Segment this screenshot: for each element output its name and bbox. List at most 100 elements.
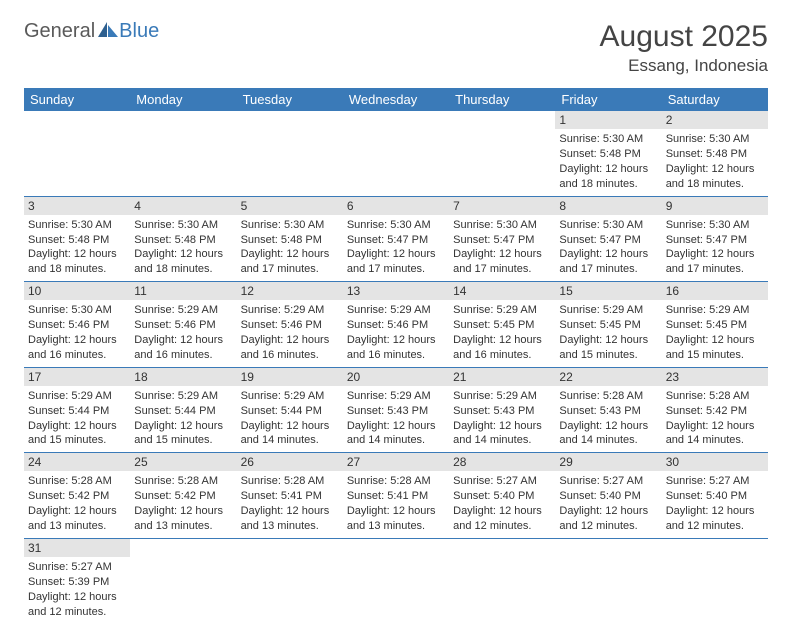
day-number: 10 [24, 282, 130, 300]
daylight-text: and 15 minutes. [666, 348, 764, 363]
daylight-text: Daylight: 12 hours [134, 504, 232, 519]
calendar-cell: 13Sunrise: 5:29 AMSunset: 5:46 PMDayligh… [343, 282, 449, 368]
sunset-text: Sunset: 5:40 PM [453, 489, 551, 504]
sunset-text: Sunset: 5:46 PM [134, 318, 232, 333]
calendar-week-row: 1 Sunrise: 5:30 AMSunset: 5:48 PMDaylight… [24, 111, 768, 196]
calendar-cell: 19 Sunrise: 5:29 AMSunset: 5:44 PMDayligh… [237, 367, 343, 453]
day-content: Sunrise: 5:30 AMSunset: 5:47 PMDaylight:… [559, 217, 657, 277]
calendar-cell [449, 111, 555, 196]
sunrise-text: Sunrise: 5:28 AM [666, 389, 764, 404]
day-number: 13 [343, 282, 449, 300]
day-number: 3 [24, 197, 130, 215]
day-number: 27 [343, 453, 449, 471]
day-content: Sunrise: 5:29 AMSunset: 5:43 PMDaylight:… [453, 388, 551, 448]
day-content: Sunrise: 5:30 AMSunset: 5:47 PMDaylight:… [453, 217, 551, 277]
calendar-body: 1Sunrise: 5:30 AMSunset: 5:48 PMDaylight… [24, 111, 768, 623]
day-content: Sunrise: 5:29 AMSunset: 5:46 PMDaylight:… [134, 302, 232, 362]
sunset-text: Sunset: 5:48 PM [559, 147, 657, 162]
sunset-text: Sunset: 5:39 PM [28, 575, 126, 590]
calendar-cell [237, 538, 343, 623]
weekday-header: Monday [130, 88, 236, 111]
sunset-text: Sunset: 5:43 PM [453, 404, 551, 419]
daylight-text: and 16 minutes. [28, 348, 126, 363]
day-content: Sunrise: 5:29 AMSunset: 5:44 PMDaylight:… [241, 388, 339, 448]
sunset-text: Sunset: 5:46 PM [347, 318, 445, 333]
daylight-text: and 17 minutes. [559, 262, 657, 277]
calendar-week-row: 3Sunrise: 5:30 AMSunset: 5:48 PMDaylight… [24, 196, 768, 282]
sunrise-text: Sunrise: 5:30 AM [241, 218, 339, 233]
day-number: 7 [449, 197, 555, 215]
day-content: Sunrise: 5:29 AMSunset: 5:45 PMDaylight:… [559, 302, 657, 362]
daylight-text: Daylight: 12 hours [28, 419, 126, 434]
sunset-text: Sunset: 5:40 PM [666, 489, 764, 504]
daylight-text: and 14 minutes. [559, 433, 657, 448]
calendar-cell: 27 Sunrise: 5:28 AMSunset: 5:41 PMDayligh… [343, 453, 449, 539]
sunrise-text: Sunrise: 5:30 AM [666, 132, 764, 147]
sunrise-text: Sunrise: 5:29 AM [347, 303, 445, 318]
day-content: Sunrise: 5:30 AMSunset: 5:48 PMDaylight:… [559, 131, 657, 191]
daylight-text: Daylight: 12 hours [28, 247, 126, 262]
day-number: 11 [130, 282, 236, 300]
calendar-cell: 11 Sunrise: 5:29 AMSunset: 5:46 PMDayligh… [130, 282, 236, 368]
logo-text-general: General [24, 20, 95, 43]
day-number: 1 [555, 111, 661, 129]
sunrise-text: Sunrise: 5:30 AM [347, 218, 445, 233]
sunrise-text: Sunrise: 5:29 AM [134, 303, 232, 318]
sunrise-text: Sunrise: 5:30 AM [134, 218, 232, 233]
day-number: 26 [237, 453, 343, 471]
sunset-text: Sunset: 5:48 PM [241, 233, 339, 248]
day-number: 19 [237, 368, 343, 386]
sunset-text: Sunset: 5:41 PM [241, 489, 339, 504]
daylight-text: Daylight: 12 hours [28, 333, 126, 348]
daylight-text: Daylight: 12 hours [241, 247, 339, 262]
calendar-week-row: 24Sunrise: 5:28 AMSunset: 5:42 PMDayligh… [24, 453, 768, 539]
calendar-cell: 26Sunrise: 5:28 AMSunset: 5:41 PMDayligh… [237, 453, 343, 539]
day-number: 21 [449, 368, 555, 386]
weekday-header: Friday [555, 88, 661, 111]
daylight-text: and 13 minutes. [241, 519, 339, 534]
logo-text-blue: Blue [119, 20, 159, 43]
sunset-text: Sunset: 5:40 PM [559, 489, 657, 504]
calendar-cell: 2Sunrise: 5:30 AMSunset: 5:48 PMDaylight… [662, 111, 768, 196]
daylight-text: and 14 minutes. [453, 433, 551, 448]
calendar-cell [130, 111, 236, 196]
day-content: Sunrise: 5:27 AMSunset: 5:40 PMDaylight:… [559, 473, 657, 533]
daylight-text: Daylight: 12 hours [241, 504, 339, 519]
sunset-text: Sunset: 5:42 PM [134, 489, 232, 504]
calendar-cell [555, 538, 661, 623]
day-content: Sunrise: 5:28 AMSunset: 5:42 PMDaylight:… [134, 473, 232, 533]
daylight-text: Daylight: 12 hours [559, 247, 657, 262]
calendar-cell: 4Sunrise: 5:30 AMSunset: 5:48 PMDaylight… [130, 196, 236, 282]
day-number: 31 [24, 539, 130, 557]
day-content: Sunrise: 5:30 AMSunset: 5:48 PMDaylight:… [134, 217, 232, 277]
sunset-text: Sunset: 5:44 PM [134, 404, 232, 419]
weekday-header: Thursday [449, 88, 555, 111]
daylight-text: and 12 minutes. [453, 519, 551, 534]
logo-sail-icon [97, 20, 119, 43]
daylight-text: and 16 minutes. [347, 348, 445, 363]
daylight-text: and 18 minutes. [134, 262, 232, 277]
daylight-text: Daylight: 12 hours [134, 419, 232, 434]
sunset-text: Sunset: 5:44 PM [241, 404, 339, 419]
daylight-text: Daylight: 12 hours [453, 247, 551, 262]
daylight-text: and 12 minutes. [666, 519, 764, 534]
calendar-cell: 31Sunrise: 5:27 AMSunset: 5:39 PMDayligh… [24, 538, 130, 623]
day-content: Sunrise: 5:28 AMSunset: 5:43 PMDaylight:… [559, 388, 657, 448]
daylight-text: Daylight: 12 hours [28, 504, 126, 519]
sunrise-text: Sunrise: 5:29 AM [453, 389, 551, 404]
day-content: Sunrise: 5:28 AMSunset: 5:41 PMDaylight:… [347, 473, 445, 533]
sunrise-text: Sunrise: 5:29 AM [241, 303, 339, 318]
daylight-text: Daylight: 12 hours [347, 247, 445, 262]
calendar-cell [343, 538, 449, 623]
sunset-text: Sunset: 5:45 PM [666, 318, 764, 333]
calendar-cell: 7 Sunrise: 5:30 AMSunset: 5:47 PMDaylight… [449, 196, 555, 282]
calendar-cell: 14Sunrise: 5:29 AMSunset: 5:45 PMDayligh… [449, 282, 555, 368]
day-number: 12 [237, 282, 343, 300]
daylight-text: and 13 minutes. [28, 519, 126, 534]
sunrise-text: Sunrise: 5:27 AM [559, 474, 657, 489]
calendar-cell: 18Sunrise: 5:29 AMSunset: 5:44 PMDayligh… [130, 367, 236, 453]
calendar-cell: 3Sunrise: 5:30 AMSunset: 5:48 PMDaylight… [24, 196, 130, 282]
day-content: Sunrise: 5:28 AMSunset: 5:42 PMDaylight:… [28, 473, 126, 533]
day-number: 20 [343, 368, 449, 386]
day-number: 9 [662, 197, 768, 215]
